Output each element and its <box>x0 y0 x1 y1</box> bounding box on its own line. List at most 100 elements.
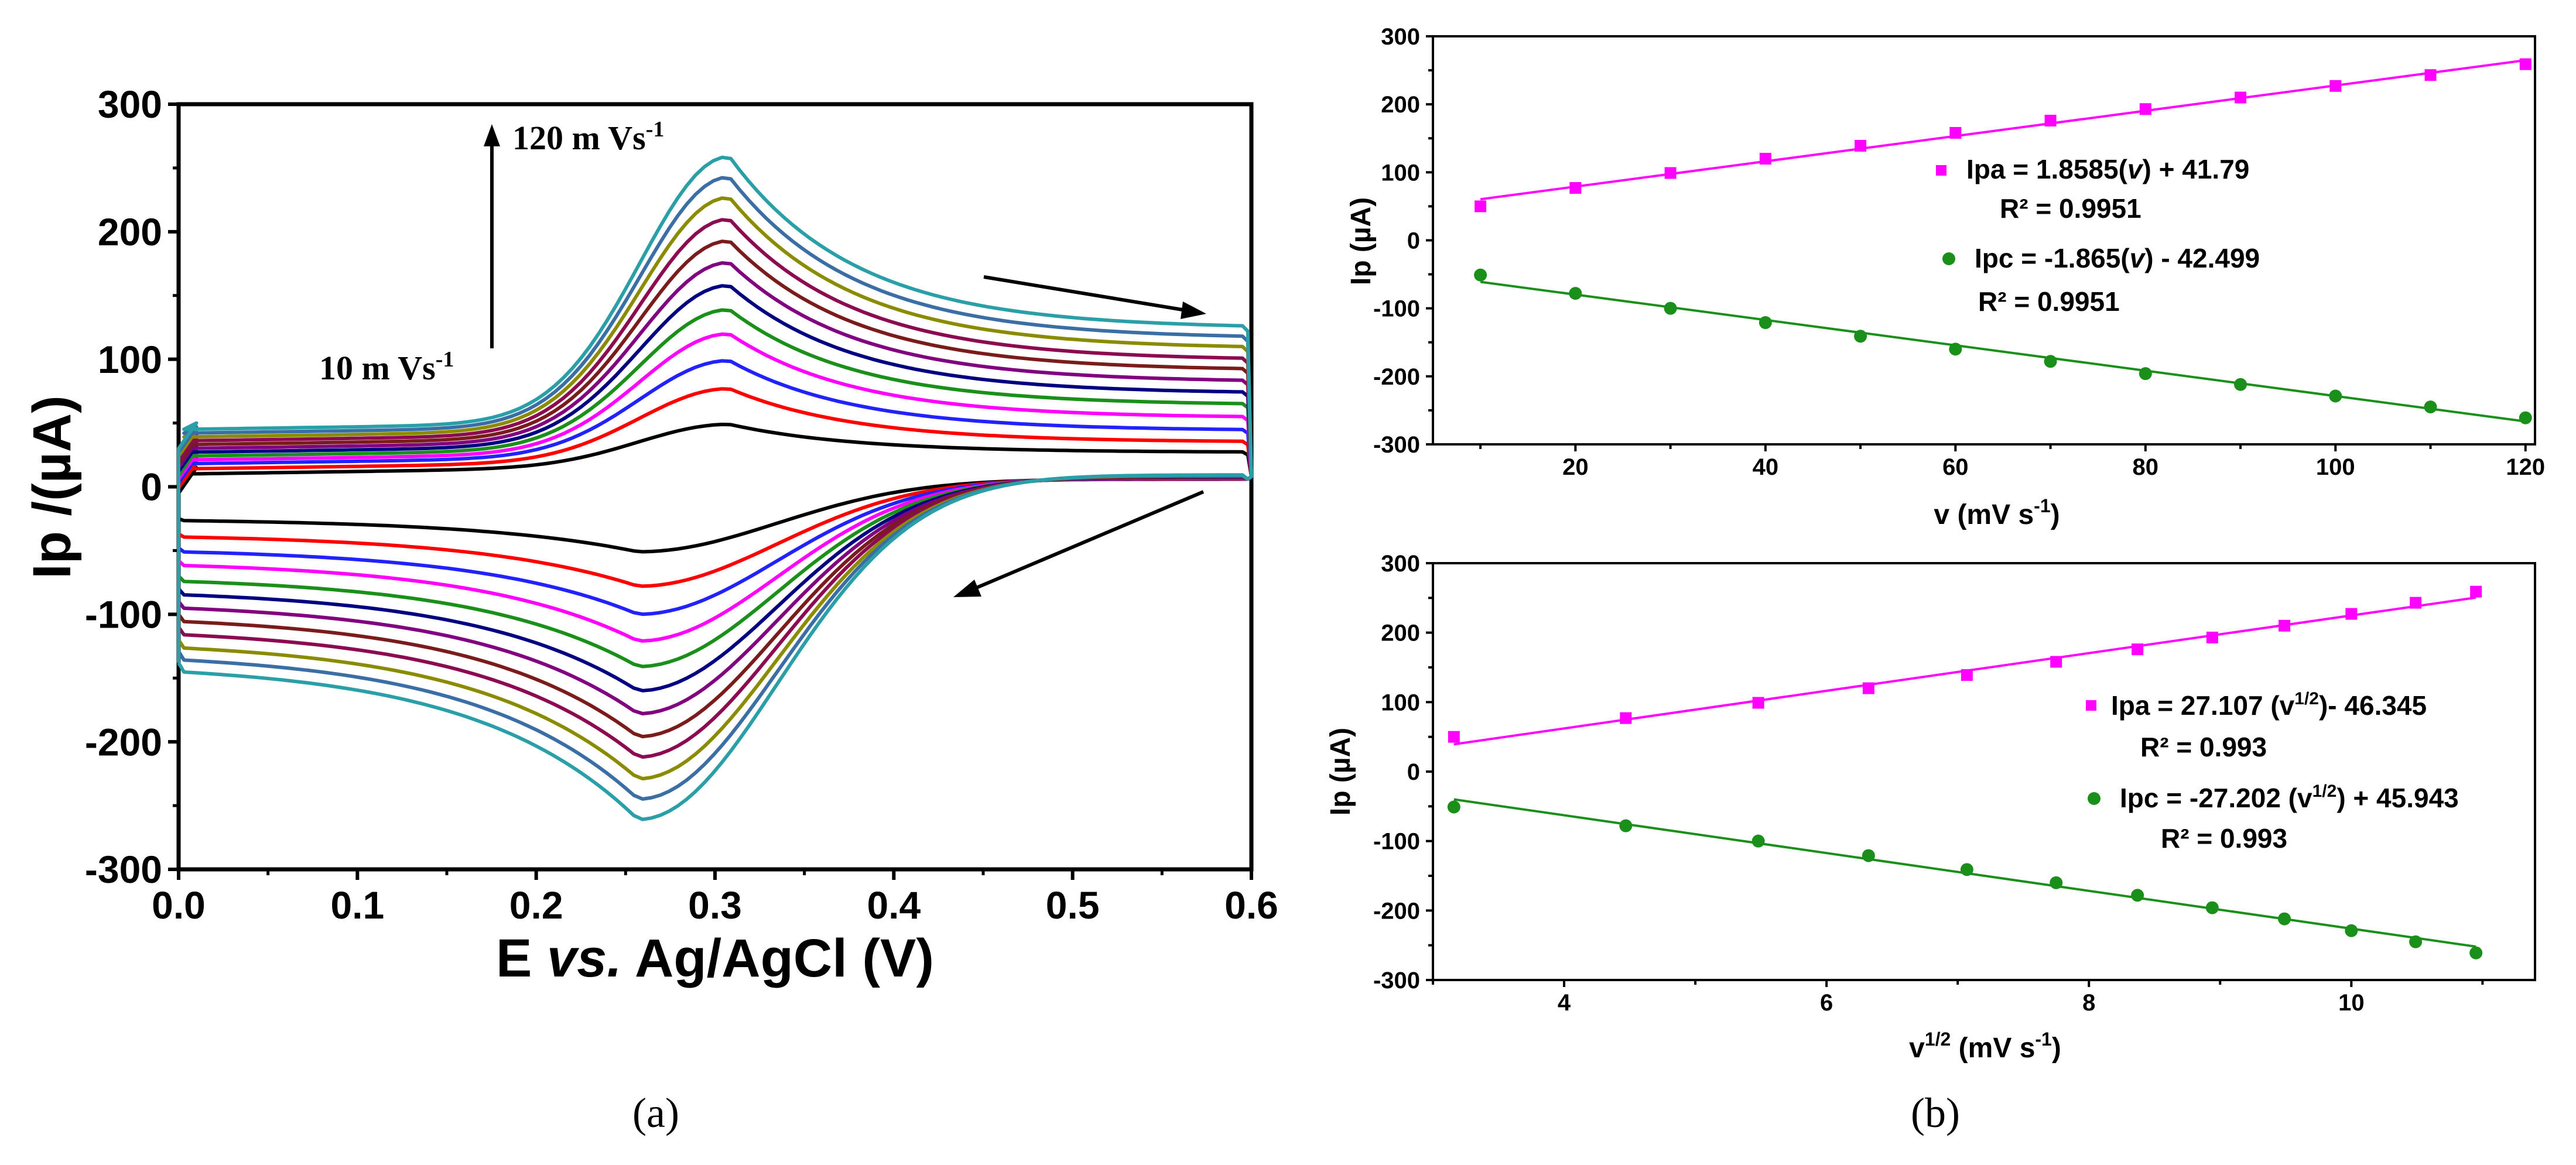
legend-ipa-r2: R² = 0.993 <box>2140 732 2267 762</box>
data-point-ipa <box>1855 140 1867 152</box>
y-tick-label: -300 <box>1373 968 1420 993</box>
data-point-ipa <box>1475 200 1487 213</box>
data-point-ipa <box>1862 682 1874 694</box>
reverse-scan-arrow <box>974 490 1205 590</box>
cv-curve-11 <box>177 176 1253 801</box>
scan-direction-arrows <box>484 124 1206 597</box>
x-tick-label: 4 <box>1558 990 1571 1016</box>
y-tick-label: -100 <box>1373 829 1420 855</box>
y-tick-label: 300 <box>1381 24 1420 50</box>
cv-curve-2 <box>177 387 1253 588</box>
data-point-ipa <box>1759 153 1771 165</box>
x-tick-label: 10 <box>2338 990 2365 1016</box>
data-point-ipa <box>1448 731 1460 743</box>
data-point-ipc <box>1751 834 1765 848</box>
legend-ipa-equation: Ipa = 1.8585(v) + 41.79 <box>1966 154 2249 184</box>
data-point-ipa <box>1949 126 1962 139</box>
panel-b-label: (b) <box>1911 1089 1960 1136</box>
b-bottom-y-axis-title: Ip (µA) <box>1325 728 1356 816</box>
data-point-ipc <box>2345 924 2358 937</box>
high-scan-rate-label: 120 m Vs-1 <box>512 117 664 157</box>
data-point-ipc <box>2409 935 2423 948</box>
data-point-ipa <box>2139 103 2151 115</box>
data-point-ipa <box>2044 115 2057 127</box>
y-tick-label: 0 <box>1407 228 1420 254</box>
cv-y-axis-title: Ip /(µA) <box>22 395 82 579</box>
y-tick-label: -200 <box>85 720 162 763</box>
b-top-x-axis-title: v (mV s-1) <box>1934 495 2060 530</box>
x-tick-label: 0.5 <box>1046 883 1100 927</box>
y-tick-label: 100 <box>98 338 162 381</box>
fit-line-ipc <box>1480 280 2526 423</box>
x-tick-label: 6 <box>1820 990 1833 1016</box>
cv-curve-12 <box>177 155 1253 821</box>
data-point-ipa <box>2132 643 2144 656</box>
data-point-ipa <box>2519 58 2531 70</box>
x-tick-label: 120 <box>2506 454 2545 480</box>
panel-a-label: (a) <box>632 1089 679 1136</box>
data-point-ipc <box>1862 849 1875 862</box>
data-point-ipc <box>2329 389 2342 403</box>
y-tick-label: -200 <box>1373 364 1420 390</box>
y-tick-label: 100 <box>1381 160 1420 186</box>
data-point-ipc <box>2519 411 2532 424</box>
b-bottom-data-points <box>1447 585 2483 960</box>
data-point-ipa <box>2279 619 2291 632</box>
forward-scan-arrowhead <box>1181 301 1206 319</box>
data-point-ipa <box>2345 608 2358 620</box>
y-tick-label: -200 <box>1373 898 1420 924</box>
legend-ipc-equation: Ipc = -1.865(v) - 42.499 <box>1975 243 2260 273</box>
scan-rate-arrowhead <box>484 124 500 146</box>
data-point-ipc <box>2469 946 2483 960</box>
b-bottom-legend: Ipa = 27.107 (v1/2)- 46.345 R² = 0.993 I… <box>2086 689 2459 854</box>
data-point-ipa <box>2470 585 2482 598</box>
cv-curves <box>177 155 1253 821</box>
data-point-ipa <box>2329 80 2342 92</box>
ip-vs-scanrate-chart: -300 -200 -100 0 100 200 300 20 40 60 80 100 120 Ipa… <box>1346 24 2545 530</box>
data-point-ipc <box>2278 912 2291 926</box>
data-point-ipa <box>1569 182 1582 194</box>
cv-chart-panel-a: -300 -200 -100 0 100 200 300 0.0 0.1 0.2 0.3 0.4 0.5… <box>22 83 1278 1136</box>
reverse-scan-arrowhead <box>953 580 981 597</box>
b-bottom-x-axis-title: v1/2 (mV s-1) <box>1909 1029 2061 1064</box>
y-tick-label: 0 <box>141 465 162 509</box>
b-top-y-axis-title: Ip (µA) <box>1346 197 1377 285</box>
x-tick-label: 40 <box>1753 454 1779 480</box>
x-tick-label: 60 <box>1942 454 1969 480</box>
data-point-ipc <box>1960 863 1973 876</box>
data-point-ipa <box>2235 91 2247 104</box>
y-tick-label: -300 <box>85 848 162 891</box>
x-tick-label: 20 <box>1562 454 1589 480</box>
forward-scan-arrow <box>983 275 1186 312</box>
y-tick-label: -300 <box>1373 432 1420 458</box>
x-tick-label: 8 <box>2082 990 2095 1016</box>
b-top-fit-lines <box>1480 59 2526 423</box>
data-point-ipc <box>1854 330 1867 343</box>
legend-ipc-r2: R² = 0.9951 <box>1978 286 2120 317</box>
data-point-ipa <box>1620 712 1632 724</box>
y-tick-label: 200 <box>1381 621 1420 646</box>
legend-ipc-r2: R² = 0.993 <box>2161 823 2287 854</box>
data-point-ipc <box>2139 367 2152 381</box>
legend-ipa-r2: R² = 0.9951 <box>2000 193 2141 224</box>
x-tick-label: 0.3 <box>688 883 742 927</box>
data-point-ipc <box>1619 819 1633 832</box>
data-point-ipa <box>2424 69 2437 81</box>
data-point-ipc <box>1447 800 1460 814</box>
cv-axis-ticks: -300 -200 -100 0 100 200 300 0.0 0.1 0.2 0.3 0.4 0.5… <box>85 83 1278 927</box>
y-tick-label: 300 <box>1381 551 1420 577</box>
data-point-ipa <box>1752 697 1764 709</box>
data-point-ipc <box>1474 268 1487 282</box>
x-tick-label: 0.2 <box>509 883 563 927</box>
data-point-ipc <box>1664 301 1677 315</box>
data-point-ipa <box>2410 597 2422 609</box>
x-tick-label: 0.1 <box>330 883 384 927</box>
data-point-ipc <box>2044 355 2057 368</box>
legend-ipa-marker <box>1936 165 1946 176</box>
x-tick-label: 0.6 <box>1224 883 1278 927</box>
data-point-ipc <box>2131 889 2144 902</box>
low-scan-rate-label: 10 m Vs-1 <box>319 347 454 387</box>
data-point-ipa <box>1664 167 1677 179</box>
b-top-legend: Ipa = 1.8585(v) + 41.79 R² = 0.9951 Ipc … <box>1936 154 2260 317</box>
cv-curve-10 <box>177 196 1253 781</box>
